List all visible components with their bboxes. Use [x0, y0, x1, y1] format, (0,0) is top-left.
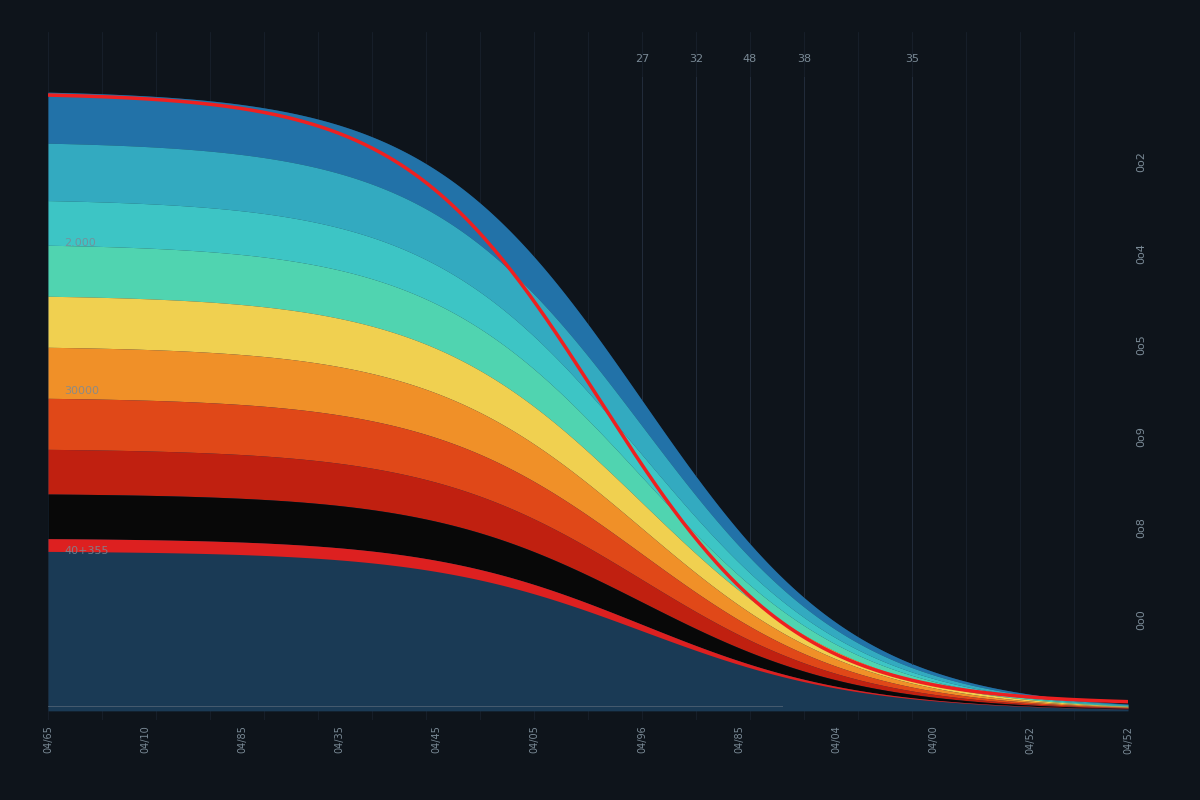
Text: 32: 32	[689, 54, 703, 64]
Text: 48: 48	[743, 54, 757, 64]
Text: 40+355: 40+355	[65, 546, 109, 556]
Text: 2.000: 2.000	[65, 238, 96, 248]
Text: 35: 35	[905, 54, 919, 64]
Text: 27: 27	[635, 54, 649, 64]
Text: 30000: 30000	[65, 386, 100, 396]
Text: 38: 38	[797, 54, 811, 64]
